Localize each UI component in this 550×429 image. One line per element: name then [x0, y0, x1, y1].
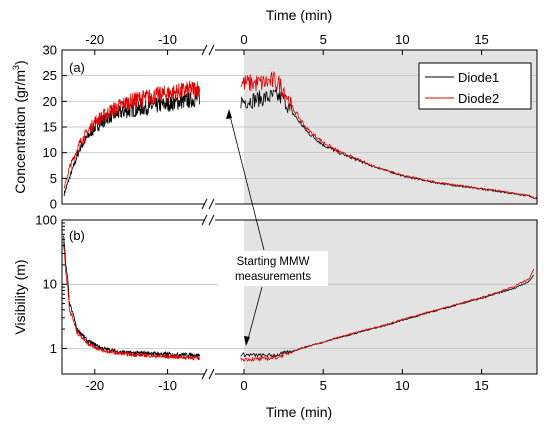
xtick-label-top-0: 0 — [240, 32, 247, 47]
top-y-axis-title: Concentration (gr/m3) — [11, 60, 28, 193]
legend: Diode1 Diode2 — [418, 62, 532, 110]
legend-label-diode2: Diode2 — [458, 91, 499, 106]
series-group-top — [63, 70, 537, 200]
axis-break-slash — [208, 368, 215, 380]
xtick-label-top--20: -20 — [85, 32, 104, 47]
ytick-label-top-5: 5 — [50, 171, 57, 186]
axis-break-gap — [205, 218, 215, 222]
legend-label-diode1: Diode1 — [458, 70, 499, 85]
panel-label-b: (b) — [69, 228, 85, 243]
ytick-label-top-20: 20 — [43, 94, 57, 109]
ytick-label-bottom-100: 100 — [35, 213, 57, 228]
annotation-box — [218, 251, 328, 286]
annotation-arrow-down-shaft — [246, 286, 263, 344]
top-x-axis-title: Time (min) — [266, 7, 332, 23]
axis-break-marks — [201, 44, 215, 380]
legend-box — [418, 62, 532, 110]
annotation-line-1: Starting MMW — [237, 256, 310, 268]
plot-frame-bottom — [61, 219, 538, 375]
axis-break-slash — [201, 44, 208, 56]
ytick-label-top-25: 25 — [43, 68, 57, 83]
annotation-arrow-down-head — [244, 336, 250, 346]
xtick-label-bottom--10: -10 — [158, 378, 177, 393]
xtick-label-top-5: 5 — [320, 32, 327, 47]
annotation: Starting MMW measurements — [218, 109, 328, 346]
axis-break-slash — [208, 44, 215, 56]
xtick-label-bottom--20: -20 — [85, 378, 104, 393]
xtick-label-bottom-10: 10 — [395, 378, 409, 393]
xtick-label-top--10: -10 — [158, 32, 177, 47]
axis-break-slash — [201, 368, 208, 380]
ticks-bottom-panel: 1 10 100 -20 -10 0 5 10 15 — [35, 213, 489, 394]
xtick-label-top-15: 15 — [474, 32, 488, 47]
axis-break-slash — [208, 198, 215, 210]
annotation-arrow-up-shaft — [228, 111, 265, 251]
ytick-label-top-0: 0 — [50, 197, 57, 212]
annotation-line-2: measurements — [235, 271, 311, 283]
bottom-x-axis-title: Time (min) — [266, 404, 332, 420]
axis-break-gap — [205, 202, 215, 206]
axis-break-gap — [205, 372, 215, 376]
series-group-bottom — [63, 235, 535, 362]
panel-label-a: (a) — [69, 60, 85, 75]
series-top-diode2 — [63, 70, 537, 200]
annotation-arrow-up-head — [226, 109, 232, 119]
ytick-label-bottom-1: 1 — [50, 341, 57, 356]
xtick-label-bottom-15: 15 — [474, 378, 488, 393]
ytick-label-top-10: 10 — [43, 145, 57, 160]
ytick-label-top-30: 30 — [43, 43, 57, 58]
xtick-label-bottom-0: 0 — [240, 378, 247, 393]
ticks-top-panel: 0 5 10 15 20 25 30 -20 -10 0 5 10 15 — [43, 32, 489, 212]
axis-break-gap — [205, 48, 215, 52]
xtick-label-top-10: 10 — [395, 32, 409, 47]
ytick-label-bottom-10: 10 — [43, 277, 57, 292]
series-bottom-diode2 — [63, 241, 535, 362]
bottom-y-axis-title: Visibility (m) — [12, 259, 28, 334]
axis-break-slash — [208, 214, 215, 226]
xtick-label-bottom-5: 5 — [320, 378, 327, 393]
axis-break-slash — [201, 214, 208, 226]
axis-break-slash — [201, 198, 208, 210]
ytick-label-top-15: 15 — [43, 120, 57, 135]
